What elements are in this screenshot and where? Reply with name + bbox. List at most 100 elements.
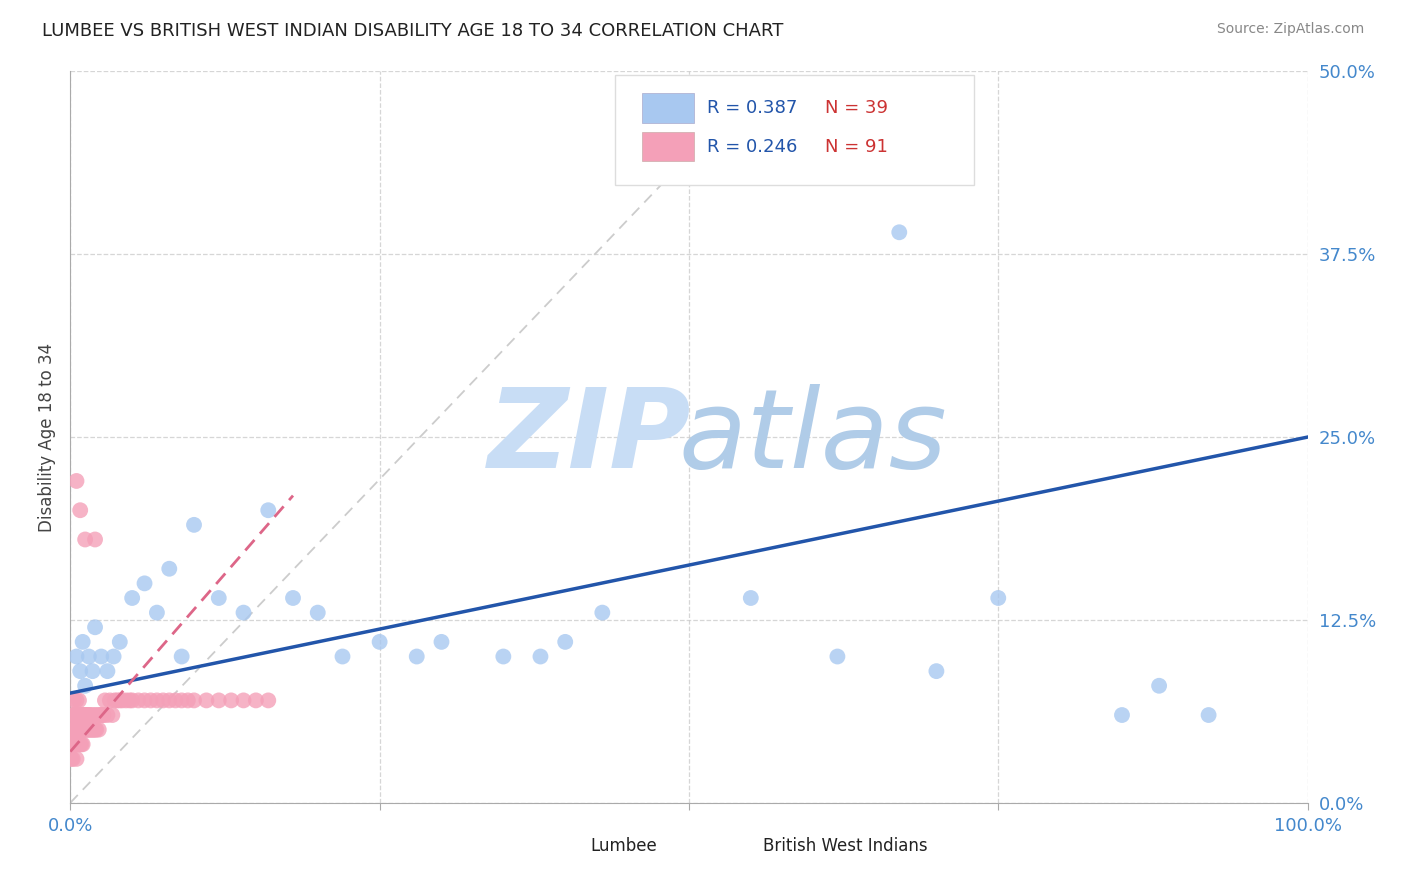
Point — [69, 723, 91, 737]
Point — [70, 708, 93, 723]
Point — [307, 606, 329, 620]
Point — [75, 533, 97, 547]
Point — [60, 737, 83, 751]
Text: ZIP: ZIP — [488, 384, 692, 491]
Point — [77, 649, 100, 664]
Point — [208, 591, 231, 605]
Point — [79, 708, 101, 723]
Point — [281, 591, 304, 605]
Point — [86, 708, 108, 723]
Point — [430, 635, 453, 649]
Point — [70, 737, 93, 751]
Point — [170, 649, 193, 664]
Point — [157, 562, 180, 576]
Point — [80, 723, 103, 737]
Text: atlas: atlas — [678, 384, 948, 491]
Point — [157, 693, 180, 707]
Point — [69, 503, 91, 517]
Point — [104, 693, 127, 707]
Point — [925, 664, 948, 678]
Point — [65, 708, 87, 723]
Point — [75, 723, 97, 737]
Text: R = 0.387: R = 0.387 — [707, 99, 797, 117]
Point — [76, 723, 98, 737]
Point — [63, 693, 86, 707]
Point — [232, 693, 254, 707]
Point — [332, 649, 354, 664]
Point — [63, 737, 86, 751]
Point — [101, 708, 124, 723]
Point — [1111, 708, 1133, 723]
Point — [72, 723, 94, 737]
Point — [91, 708, 114, 723]
Point — [1147, 679, 1170, 693]
Point — [703, 123, 725, 137]
Point — [118, 693, 141, 707]
Point — [183, 517, 205, 532]
Point — [69, 708, 91, 723]
Point — [60, 752, 83, 766]
Point — [529, 649, 551, 664]
Point — [127, 693, 149, 707]
Point — [245, 693, 267, 707]
Point — [591, 606, 613, 620]
Point — [66, 708, 89, 723]
Point — [72, 635, 94, 649]
FancyBboxPatch shape — [643, 94, 695, 122]
Point — [94, 693, 117, 707]
Point — [84, 533, 107, 547]
Point — [76, 708, 98, 723]
Point — [73, 708, 96, 723]
Point — [67, 723, 90, 737]
Point — [105, 693, 128, 707]
Y-axis label: Disability Age 18 to 34: Disability Age 18 to 34 — [38, 343, 56, 532]
Point — [65, 649, 87, 664]
Point — [89, 708, 111, 723]
Point — [65, 723, 87, 737]
Point — [62, 708, 84, 723]
Point — [87, 723, 110, 737]
Point — [79, 723, 101, 737]
Point — [73, 723, 96, 737]
Point — [60, 723, 83, 737]
Text: N = 91: N = 91 — [825, 137, 889, 156]
Point — [65, 723, 87, 737]
Point — [63, 723, 86, 737]
Point — [257, 503, 280, 517]
Point — [93, 708, 115, 723]
Point — [84, 723, 107, 737]
Point — [232, 606, 254, 620]
Point — [63, 708, 86, 723]
Point — [108, 635, 131, 649]
Point — [66, 737, 89, 751]
Point — [69, 737, 91, 751]
Point — [208, 693, 231, 707]
Point — [115, 693, 138, 707]
Point — [987, 591, 1010, 605]
Point — [146, 606, 169, 620]
Point — [90, 649, 112, 664]
Point — [740, 591, 762, 605]
Point — [108, 693, 131, 707]
Point — [96, 664, 118, 678]
Text: Lumbee: Lumbee — [591, 837, 657, 855]
Point — [827, 649, 849, 664]
Text: LUMBEE VS BRITISH WEST INDIAN DISABILITY AGE 18 TO 34 CORRELATION CHART: LUMBEE VS BRITISH WEST INDIAN DISABILITY… — [42, 22, 783, 40]
Point — [219, 693, 242, 707]
Text: British West Indians: British West Indians — [763, 837, 928, 855]
Text: N = 39: N = 39 — [825, 99, 889, 117]
Point — [82, 664, 104, 678]
Point — [62, 752, 84, 766]
FancyBboxPatch shape — [540, 838, 583, 854]
Point — [65, 737, 87, 751]
Point — [111, 693, 134, 707]
Point — [84, 620, 107, 634]
Point — [65, 693, 87, 707]
Point — [554, 635, 576, 649]
Text: Source: ZipAtlas.com: Source: ZipAtlas.com — [1216, 22, 1364, 37]
Point — [65, 737, 87, 751]
Point — [67, 693, 90, 707]
Point — [75, 708, 97, 723]
Point — [96, 708, 118, 723]
Point — [62, 737, 84, 751]
